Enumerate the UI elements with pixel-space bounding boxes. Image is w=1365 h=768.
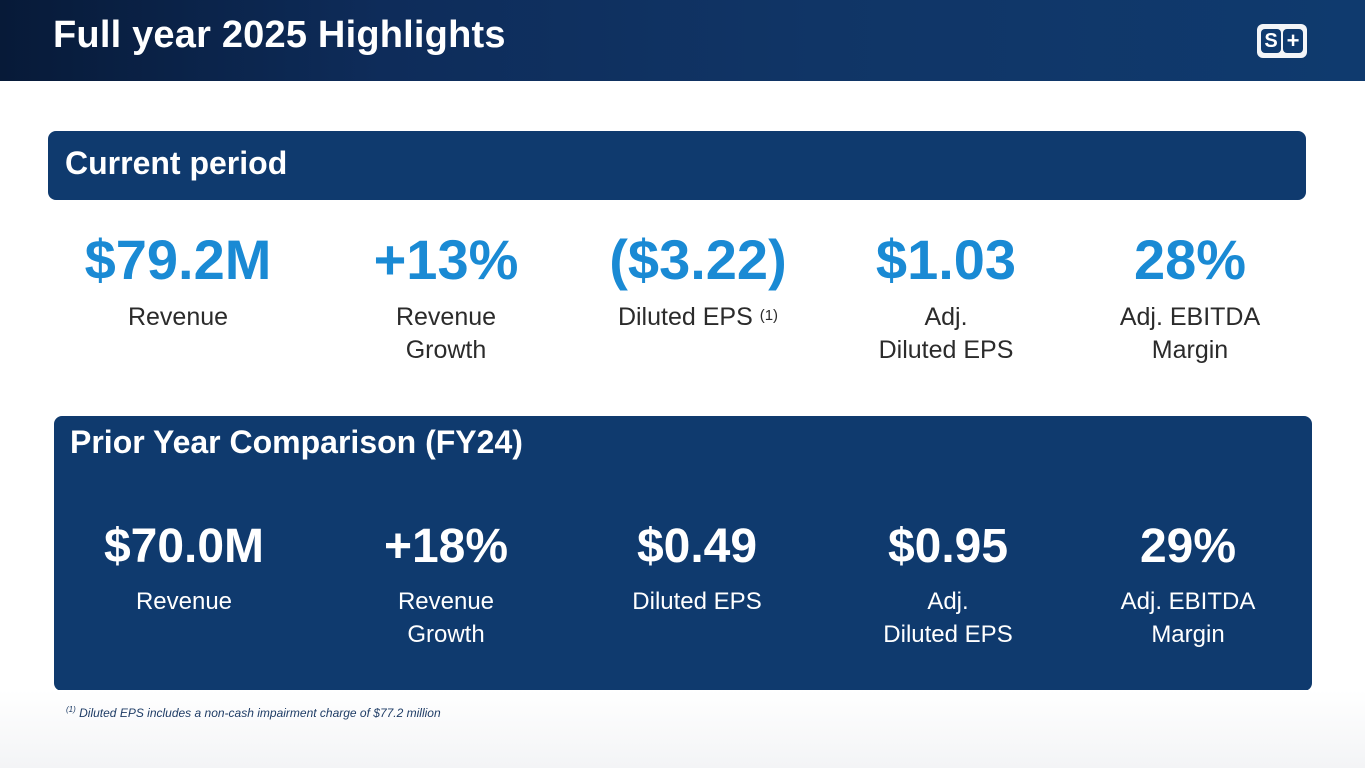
logo-plus-mark: + [1283, 29, 1303, 53]
metric-value: 29% [1139, 520, 1237, 573]
metric-diluted-eps: ($3.22) Diluted EPS (1) [568, 229, 828, 334]
background-pattern [0, 690, 1365, 768]
footnote: (1) Diluted EPS includes a non-cash impa… [66, 705, 441, 720]
metric-adj-ebitda-margin: 28% Adj. EBITDA Margin [1060, 229, 1320, 367]
metric-label: Adj. EBITDA Margin [1119, 303, 1261, 364]
metric-value: $79.2M [84, 228, 272, 291]
metric-label: Adj. Diluted EPS [883, 588, 1013, 648]
current-period-title: Current period [65, 145, 288, 181]
prior-year-panel: Prior Year Comparison (FY24) $70.0M Reve… [54, 416, 1312, 691]
prior-metric-adj-diluted-eps: $0.95 Adj. Diluted EPS [818, 519, 1078, 651]
logo-s-mark: S [1261, 29, 1281, 53]
metric-label: Diluted EPS [632, 588, 762, 615]
metric-value: +13% [373, 228, 519, 291]
metric-adj-diluted-eps: $1.03 Adj. Diluted EPS [816, 229, 1076, 367]
metric-value: ($3.22) [609, 228, 787, 291]
prior-metric-adj-ebitda-margin: 29% Adj. EBITDA Margin [1058, 519, 1318, 651]
prior-metric-revenue: $70.0M Revenue [54, 519, 314, 618]
metric-label: Revenue Growth [397, 588, 495, 648]
prior-metric-diluted-eps: $0.49 Diluted EPS [567, 519, 827, 618]
metric-label: Revenue [135, 588, 233, 615]
metric-value: $70.0M [103, 520, 265, 573]
metric-label: Revenue [127, 303, 229, 331]
metric-label: Adj. Diluted EPS [878, 303, 1014, 364]
metric-value: $0.95 [887, 520, 1009, 573]
footnote-marker: (1) [66, 705, 76, 714]
metric-revenue-growth: +13% Revenue Growth [316, 229, 576, 367]
metric-value: 28% [1133, 228, 1247, 291]
header-bar [0, 0, 1365, 81]
metric-label: Revenue Growth [395, 303, 497, 364]
metric-value: $1.03 [875, 228, 1017, 291]
metric-label: Diluted EPS (1) [617, 303, 779, 331]
footnote-text: Diluted EPS includes a non-cash impairme… [79, 706, 441, 720]
footnote-ref: (1) [759, 307, 779, 324]
metric-revenue: $79.2M Revenue [48, 229, 308, 334]
prior-metric-revenue-growth: +18% Revenue Growth [316, 519, 576, 651]
metric-value: +18% [383, 520, 509, 573]
current-period-bar: Current period [48, 131, 1306, 200]
page-title: Full year 2025 Highlights [53, 14, 506, 56]
metric-value: $0.49 [636, 520, 758, 573]
company-logo: S + [1257, 24, 1307, 58]
metric-label: Adj. EBITDA Margin [1120, 588, 1256, 648]
prior-year-title: Prior Year Comparison (FY24) [70, 424, 523, 460]
